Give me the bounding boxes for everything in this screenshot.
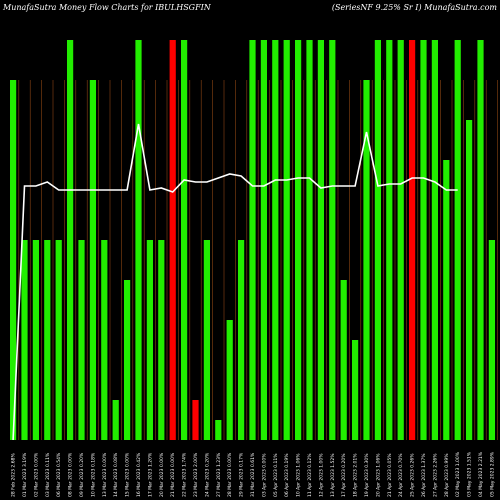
bar [10,80,17,440]
x-tick-label: 28 Feb 2023 2.68% [11,453,17,497]
bar [420,40,427,440]
x-tick-label: 24 Mar 2023 0.20% [204,452,210,497]
bar [488,240,495,440]
x-tick-label: 03 Mar 2023 0.11% [45,452,51,497]
chart-title-right: (SeriesNF 9.25% Sr I) MunafaSutra.com [332,3,498,12]
x-tick-label: 21 Apr 2023 0.05% [387,453,393,497]
x-tick-label: 15 Mar 2023 0.00% [125,452,131,497]
x-tick-label: 22 Mar 2023 1.74% [182,452,188,497]
bar [181,40,188,440]
x-tick-label: 02 May 2023 1.00% [455,451,461,497]
x-tick-label: 25 Apr 2023 0.26% [410,453,416,497]
x-tick-label: 17 Mar 2023 1.20% [147,452,153,497]
x-tick-label: 27 Apr 2023 2.26% [432,453,438,497]
x-tick-label: 04 May 2023 2.21% [478,451,484,497]
x-tick-label: 19 Apr 2023 0.30% [364,453,370,497]
bar [44,240,51,440]
x-tick-label: 26 Apr 2023 1.37% [421,453,427,497]
bar [443,160,450,440]
x-tick-label: 10 Apr 2023 1.06% [296,453,302,497]
bar [169,40,176,440]
x-tick-label: 03 May 2023 1.51% [467,451,473,497]
x-tick-label: 13 Mar 2023 0.00% [102,452,108,497]
bar [135,40,142,440]
bar [21,240,28,440]
chart-title-left: MunafaSutra Money Flow Charts for IBULHS… [2,3,212,12]
bar [203,240,210,440]
bar [78,240,85,440]
x-tick-label: 13 Apr 2023 1.52% [330,453,336,497]
bar [329,40,336,440]
bar [386,40,393,440]
bar [431,40,438,440]
bar [215,420,222,440]
x-tick-label: 27 Mar 2023 1.23% [216,452,222,497]
x-tick-label: 24 Apr 2023 0.70% [398,453,404,497]
x-tick-label: 12 Apr 2023 1.00% [318,453,324,497]
bar [272,40,279,440]
x-tick-label: 29 Mar 2023 0.17% [239,452,245,497]
x-tick-label: 16 Mar 2023 0.42% [136,452,142,497]
x-tick-label: 01 Mar 2023 3.19% [22,452,28,497]
grid-lines [18,80,498,440]
x-tick-label: 31 Mar 2023 0.61% [250,452,256,497]
bar [32,240,39,440]
bar [112,400,119,440]
bar [101,240,108,440]
x-tick-label: 23 Mar 2023 2.00% [193,452,199,497]
bar [374,40,381,440]
bar [67,40,74,440]
x-tick-label: 10 Mar 2023 0.18% [90,452,96,497]
bar [55,240,62,440]
money-flow-line [12,123,458,441]
bar [466,120,473,440]
bar [340,280,347,440]
x-tick-label: 05 Apr 2023 0.11% [273,453,279,497]
bar [226,320,233,440]
x-tick-label: 28 Apr 2023 0.99% [444,453,450,497]
x-tick-label: 20 Mar 2023 0.00% [159,452,165,497]
bar [238,240,245,440]
x-tick-label: 21 Mar 2023 0.00% [170,452,176,497]
bar [158,240,165,440]
bar [249,40,256,440]
bar [454,40,461,440]
x-tick-label: 28 Mar 2023 0.00% [227,452,233,497]
x-tick-label: 18 Apr 2023 2.01% [353,453,359,497]
x-tick-label: 06 Apr 2023 0.19% [284,453,290,497]
x-tick-label: 03 Apr 2023 0.00% [261,453,267,497]
x-tick-labels: 28 Feb 2023 2.68% 01 Mar 2023 3.19% 02 Mar… [11,451,496,497]
bar [352,340,359,440]
x-tick-label: 17 Apr 2023 0.20% [341,453,347,497]
bar [409,40,416,440]
bar [306,40,313,440]
bar-series [10,40,495,440]
x-tick-label: 09 Mar 2023 0.20% [79,452,85,497]
bar [477,40,484,440]
bar [363,80,370,440]
x-tick-label: 20 Apr 2023 1.06% [375,453,381,497]
x-tick-label: 11 Apr 2023 0.12% [307,453,313,497]
bar [295,40,302,440]
bar [260,40,267,440]
x-tick-label: 14 Mar 2023 0.08% [113,452,119,497]
bar [283,40,290,440]
bar [124,280,131,440]
bar [192,400,199,440]
bar [146,240,153,440]
bar [89,80,96,440]
x-tick-label: 02 Mar 2023 0.00% [33,452,39,497]
bar [397,40,404,440]
bar [317,40,324,440]
x-tick-label: 06 Mar 2023 0.54% [56,452,62,497]
x-tick-label: 05 May 2023 2.89% [489,451,495,497]
x-tick-label: 08 Mar 2023 0.00% [68,452,74,497]
line-series [12,123,458,441]
